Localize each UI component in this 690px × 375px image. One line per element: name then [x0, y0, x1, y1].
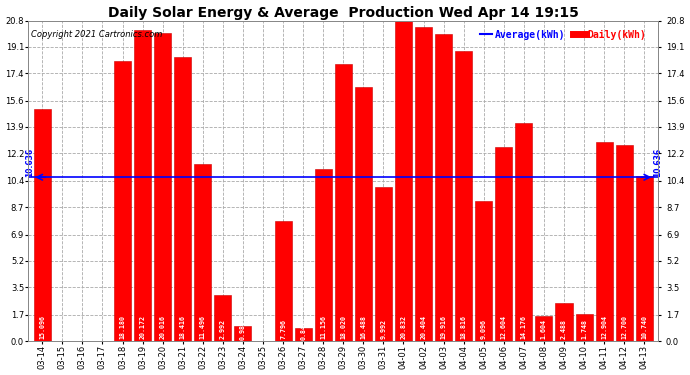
Text: 18.180: 18.180: [119, 315, 126, 339]
Text: 10.636: 10.636: [653, 148, 662, 177]
Text: 12.904: 12.904: [601, 315, 607, 339]
Bar: [375, 187, 392, 341]
Bar: [435, 34, 452, 341]
Bar: [475, 201, 492, 341]
Text: 12.700: 12.700: [621, 315, 627, 339]
Text: 11.156: 11.156: [320, 315, 326, 339]
Text: 18.020: 18.020: [340, 315, 346, 339]
Text: 20.404: 20.404: [420, 315, 426, 339]
Bar: [495, 147, 512, 341]
Bar: [174, 57, 191, 341]
Text: 10.740: 10.740: [641, 315, 647, 339]
Text: 18.416: 18.416: [179, 315, 186, 339]
Bar: [154, 33, 171, 341]
Text: 14.176: 14.176: [521, 315, 527, 339]
Bar: [134, 30, 151, 341]
Bar: [415, 27, 432, 341]
Bar: [635, 176, 653, 341]
Legend: Average(kWh), Daily(kWh): Average(kWh), Daily(kWh): [476, 26, 650, 44]
Bar: [555, 303, 573, 341]
Text: 2.488: 2.488: [561, 319, 567, 339]
Bar: [355, 87, 372, 341]
Bar: [295, 328, 312, 341]
Text: 10.636: 10.636: [25, 148, 34, 177]
Bar: [395, 20, 412, 341]
Text: 0.980: 0.980: [240, 320, 246, 340]
Bar: [615, 146, 633, 341]
Text: 1.748: 1.748: [581, 319, 587, 339]
Text: 9.992: 9.992: [380, 319, 386, 339]
Bar: [195, 164, 211, 341]
Text: 20.832: 20.832: [400, 315, 406, 339]
Text: 20.016: 20.016: [159, 315, 166, 339]
Bar: [114, 61, 131, 341]
Bar: [455, 51, 472, 341]
Text: 15.096: 15.096: [39, 315, 46, 339]
Text: 2.992: 2.992: [220, 319, 226, 339]
Text: 16.488: 16.488: [360, 315, 366, 339]
Text: Copyright 2021 Cartronics.com: Copyright 2021 Cartronics.com: [31, 30, 163, 39]
Text: 19.916: 19.916: [441, 315, 446, 339]
Bar: [235, 326, 251, 341]
Title: Daily Solar Energy & Average  Production Wed Apr 14 19:15: Daily Solar Energy & Average Production …: [108, 6, 579, 20]
Text: 11.496: 11.496: [200, 315, 206, 339]
Bar: [275, 221, 292, 341]
Bar: [215, 295, 231, 341]
Bar: [315, 169, 332, 341]
Bar: [335, 63, 352, 341]
Bar: [535, 316, 553, 341]
Text: 18.816: 18.816: [461, 315, 466, 339]
Text: 7.796: 7.796: [280, 319, 286, 339]
Text: 20.172: 20.172: [139, 315, 146, 339]
Text: 12.604: 12.604: [501, 315, 506, 339]
Text: 1.604: 1.604: [541, 319, 547, 339]
Bar: [595, 142, 613, 341]
Text: 9.096: 9.096: [481, 319, 486, 339]
Bar: [34, 108, 51, 341]
Bar: [575, 314, 593, 341]
Text: 0.840: 0.840: [300, 320, 306, 340]
Bar: [515, 123, 533, 341]
